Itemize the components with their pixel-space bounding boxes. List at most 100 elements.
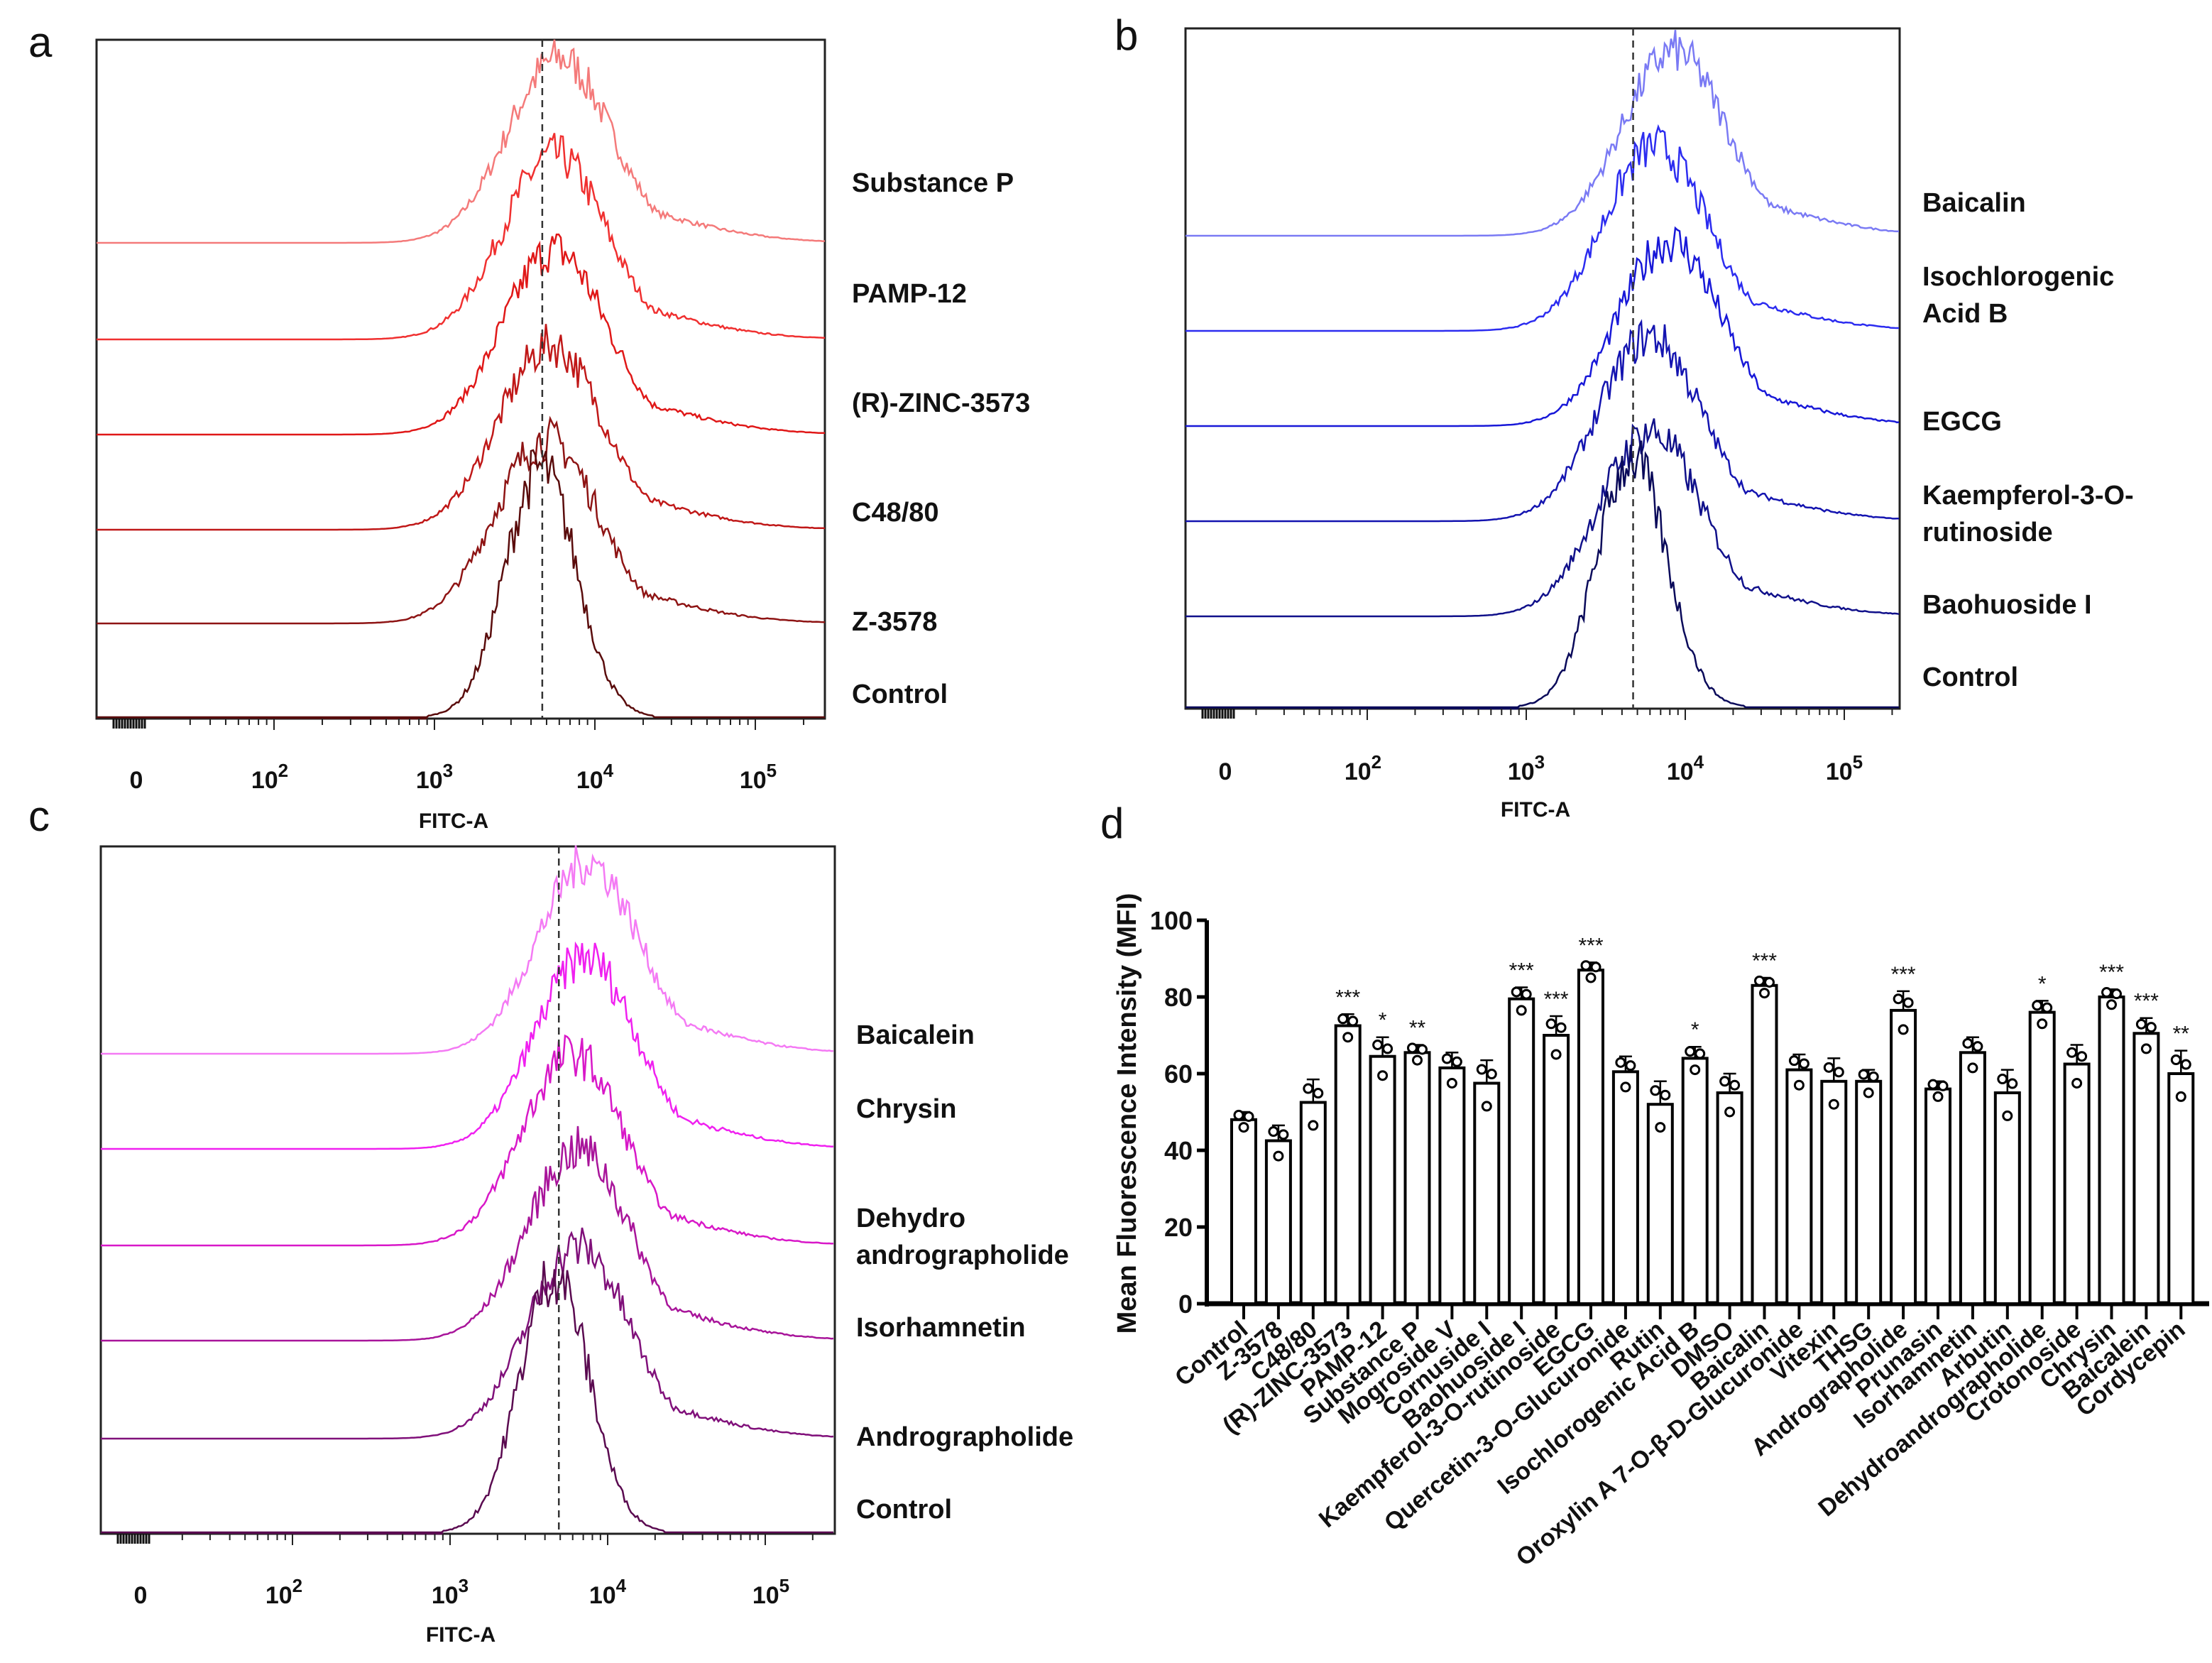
series-label: (R)-ZINC-3573 (852, 388, 1030, 418)
bar (1369, 1054, 1396, 1305)
data-point (1233, 1109, 1244, 1121)
series-label: Kaempferol-3-O- (1922, 481, 2134, 511)
significance-marker: *** (1335, 986, 1360, 1009)
data-point (1793, 1079, 1805, 1091)
series-label: Baohuoside I (1922, 590, 2092, 620)
bar (2028, 1010, 2056, 1305)
series-label: Isorhamnetin (856, 1313, 1026, 1343)
series-label: Baicalein (856, 1020, 975, 1050)
data-point (1441, 1053, 1452, 1064)
data-point (1788, 1055, 1800, 1067)
data-point (1902, 997, 1914, 1008)
data-point (1937, 1080, 1949, 1091)
bar (2063, 1062, 2091, 1305)
data-point (1962, 1037, 1973, 1049)
data-point (1555, 1022, 1567, 1033)
data-point (1719, 1076, 1731, 1087)
data-point (1511, 986, 1522, 998)
x-tick-label: 103 (1508, 751, 1545, 785)
data-point (1694, 1048, 1706, 1059)
x-axis-title: FITC-A (426, 1623, 495, 1647)
histogram-curve-5 (96, 449, 825, 720)
data-point (1585, 972, 1597, 983)
bar (1577, 969, 1604, 1305)
histogram-panel-b: Baicalin Isochlorogenic Acid B EGCG Kaempfe… (1184, 27, 2134, 822)
histogram-curve-5 (100, 1260, 833, 1535)
x-tick-label: 0 (134, 1582, 148, 1609)
histogram-curve-0 (101, 845, 834, 1055)
data-point (1417, 1044, 1428, 1055)
bar (1473, 1081, 1501, 1305)
series-label: andrographolide (856, 1241, 1069, 1270)
bar (1820, 1079, 1848, 1306)
data-point (1580, 960, 1592, 971)
data-point (1377, 1070, 1389, 1081)
data-point (2106, 999, 2117, 1010)
histogram-curve-3 (97, 324, 826, 531)
bar (1508, 997, 1535, 1305)
data-point (1685, 1046, 1696, 1057)
data-point (1545, 1018, 1557, 1030)
significance-marker: *** (2099, 961, 2124, 984)
data-point (1382, 1043, 1394, 1054)
data-point (1590, 961, 1601, 973)
data-point (1481, 1101, 1492, 1112)
data-point (1446, 1078, 1457, 1089)
y-tick-label: 100 (1150, 906, 1193, 935)
data-point (1615, 1057, 1626, 1068)
data-point (2032, 1000, 2043, 1011)
data-point (1625, 1060, 1636, 1072)
bar (1230, 1118, 1257, 1306)
y-tick-label: 0 (1178, 1289, 1193, 1319)
data-point (1278, 1129, 1289, 1140)
panel-letter-d: d (1100, 800, 1124, 847)
data-point (1273, 1150, 1284, 1162)
data-point (1243, 1111, 1254, 1122)
plot-frame (1184, 27, 1901, 710)
y-tick-label: 80 (1164, 983, 1193, 1012)
y-axis-title: Mean Fluorescence Intensity (MFI) (1112, 893, 1142, 1334)
data-point (1823, 1062, 1834, 1073)
data-point (2076, 1051, 2088, 1062)
significance-marker: * (2038, 972, 2047, 996)
data-point (1313, 1088, 1324, 1099)
series-label: Isochlorogenic (1922, 262, 2114, 292)
data-point (1308, 1120, 1319, 1131)
data-point (1893, 993, 1904, 1005)
series-label: Andrographolide (856, 1422, 1073, 1452)
data-point (1451, 1056, 1462, 1067)
series-label: Chrysin (856, 1094, 956, 1124)
data-point (2145, 1022, 2157, 1033)
bar (1751, 983, 1778, 1306)
data-point (1660, 1089, 1671, 1101)
x-axis-ticks (116, 1534, 814, 1545)
x-axis-ticks (1201, 709, 1893, 720)
data-point (1407, 1042, 1418, 1054)
data-point (1655, 1122, 1666, 1133)
histogram-curve-4 (97, 415, 826, 625)
data-point (2180, 1059, 2191, 1070)
series-label: Dehydro (856, 1204, 965, 1233)
y-tick-label: 20 (1164, 1213, 1193, 1242)
bar (1334, 1024, 1362, 1305)
significance-marker: *** (1891, 963, 1916, 986)
series-label: Baicalin (1922, 188, 2026, 218)
series-label: Control (856, 1495, 952, 1525)
x-tick-label: 105 (752, 1575, 789, 1609)
data-point (2066, 1047, 2078, 1058)
x-tick-label: 102 (265, 1575, 302, 1609)
series-label: Substance P (852, 168, 1014, 198)
data-point (2140, 1043, 2152, 1054)
panel-letter-c: c (28, 792, 50, 840)
data-point (2071, 1078, 2083, 1089)
bar (1646, 1103, 1674, 1305)
data-point (1268, 1126, 1279, 1138)
data-point (1347, 1015, 1359, 1027)
data-point (2007, 1078, 2018, 1089)
x-axis-ticks (112, 719, 805, 730)
series-label: Control (852, 680, 948, 709)
data-point (1724, 1106, 1736, 1118)
x-axis-title: FITC-A (419, 809, 488, 833)
x-tick-label: 104 (1667, 751, 1704, 785)
bar (1890, 1008, 1917, 1306)
